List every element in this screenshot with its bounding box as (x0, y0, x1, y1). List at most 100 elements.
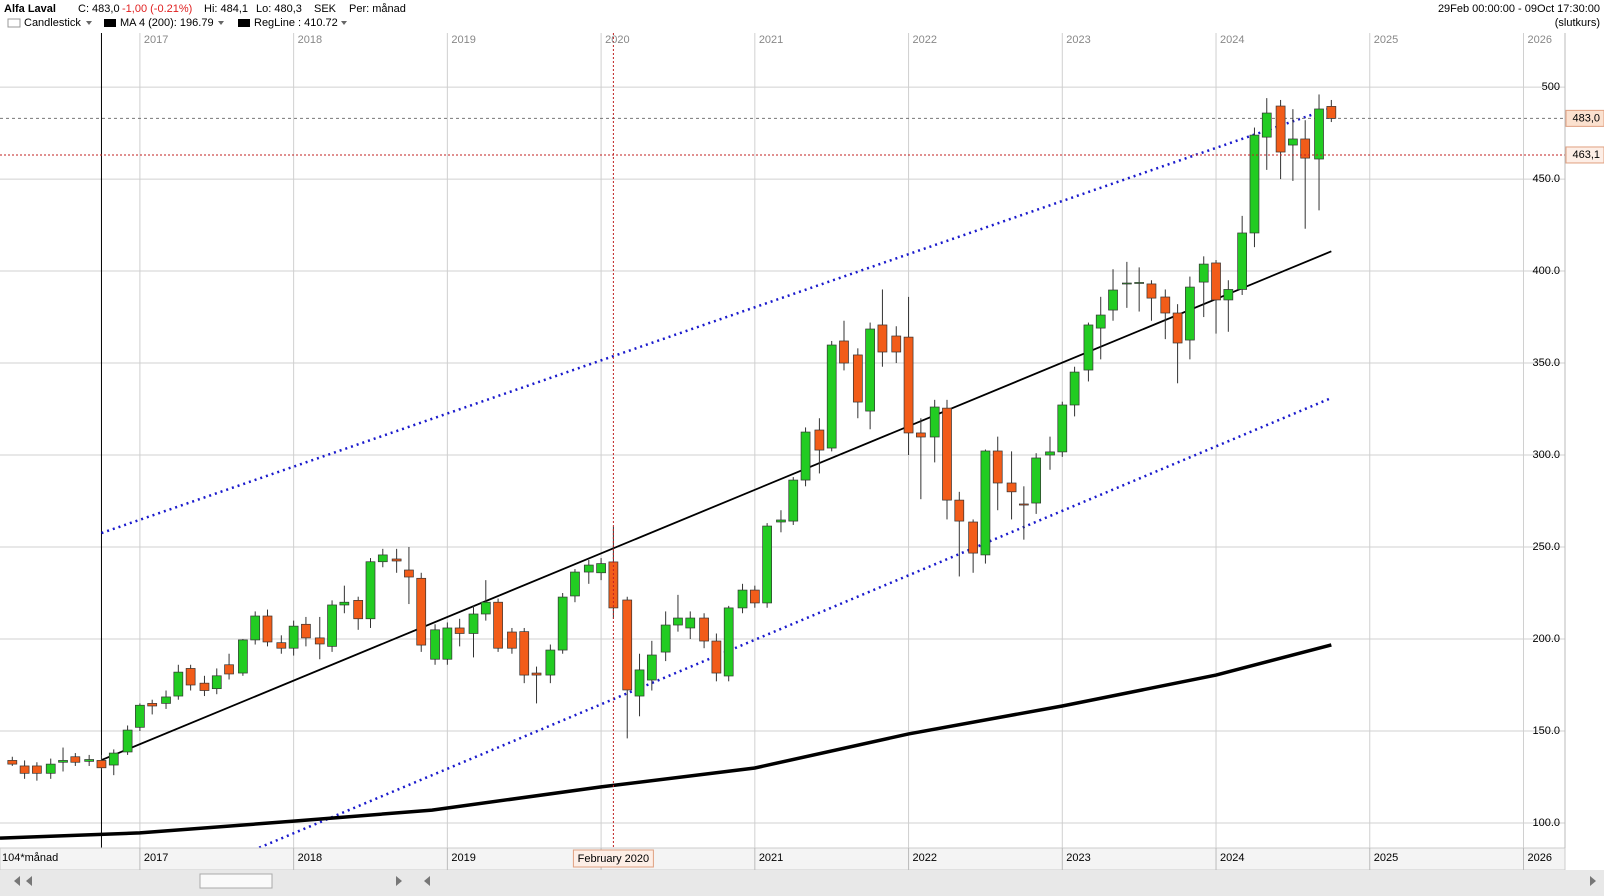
candle-body (1108, 289, 1118, 311)
candle-body (339, 601, 350, 606)
candle-body (404, 569, 414, 578)
candle-body (45, 763, 56, 774)
candle-body (622, 599, 633, 691)
dropdown-arrow[interactable] (218, 21, 224, 25)
candle-body (185, 668, 196, 686)
candle-body (276, 642, 287, 649)
legend-swatch (7, 18, 21, 28)
candle-body (301, 623, 311, 639)
x-tick-label: 2024 (1220, 34, 1244, 46)
candle-body (442, 627, 453, 660)
x-tick-label: 2022 (913, 852, 937, 864)
candle-body (660, 624, 671, 653)
y-tick-label: 300.0 (1532, 449, 1560, 461)
candle-body (238, 639, 248, 674)
candle-body (507, 631, 517, 649)
candle-body (1134, 282, 1145, 284)
low-value: Lo: 480,3 (256, 3, 302, 15)
candle-body (634, 669, 645, 697)
candle-body (800, 431, 811, 481)
x-tick-label: 2017 (144, 852, 168, 864)
change-value: -1,00 (-0.21%) (122, 3, 192, 15)
x-tick-label: 2019 (451, 852, 475, 864)
candle-body (353, 600, 364, 620)
candle-body (1095, 314, 1106, 329)
date-range: 29Feb 00:00:00 - 09Oct 17:30:00 (1438, 3, 1600, 15)
y-tick-label: 250.0 (1532, 541, 1560, 553)
candle-body (493, 601, 503, 649)
candle-body (852, 354, 863, 403)
legend-label[interactable]: RegLine : 410.72 (254, 17, 338, 29)
x-tick-label: 2020 (605, 34, 629, 46)
x-tick-label: 2018 (298, 34, 322, 46)
candle-body (1261, 112, 1272, 138)
scroll-thumb[interactable] (199, 873, 273, 889)
candle-body (749, 589, 760, 604)
candle-body (1211, 262, 1221, 301)
candle-body (1300, 138, 1311, 159)
candle-body (19, 765, 30, 774)
crosshair-x-tag (572, 849, 654, 868)
candle-body (531, 672, 542, 676)
dropdown-arrow[interactable] (86, 21, 92, 25)
regression-line (101, 250, 1332, 761)
x-tick-label: 2019 (451, 34, 475, 46)
period: Per: månad (349, 3, 406, 15)
close-value: C: 483,0 (78, 3, 120, 15)
legend-swatch (104, 19, 116, 27)
candle-body (250, 615, 261, 641)
candle-body (288, 625, 299, 649)
y-tick-label: 350.0 (1532, 357, 1560, 369)
candle-body (1122, 282, 1132, 285)
candle-body (711, 640, 722, 674)
candle-body (365, 561, 376, 620)
candle-body (70, 756, 81, 763)
crosshair-x-label: February 2020 (578, 853, 650, 865)
x-tick-label: 2021 (759, 34, 783, 46)
candle-body (826, 344, 837, 449)
dropdown-arrow[interactable] (341, 21, 347, 25)
candle-body (122, 729, 133, 753)
candle-body (96, 760, 107, 769)
channel-line (101, 106, 1332, 535)
candle-body (58, 760, 68, 763)
candle-body (762, 525, 772, 604)
candle-body (327, 604, 337, 647)
candle-body (1185, 286, 1195, 341)
candle-body (1019, 503, 1029, 506)
candle-body (262, 615, 273, 643)
candle-body (968, 521, 978, 554)
candle-body (814, 429, 825, 451)
candle-body (430, 629, 440, 660)
candle-body (557, 596, 568, 651)
candle-body (1006, 482, 1017, 493)
candle-body (135, 704, 145, 728)
legend-label[interactable]: Candlestick (24, 17, 81, 29)
y-tick-label: 150.0 (1532, 725, 1560, 737)
candle-body (723, 607, 734, 677)
candle-body (519, 631, 530, 676)
legend-label[interactable]: MA 4 (200): 196.79 (120, 17, 214, 29)
candle-body (942, 407, 952, 501)
candle-body (1146, 283, 1157, 299)
candle-body (377, 554, 388, 563)
candle-body (877, 324, 888, 353)
candle-body (545, 649, 556, 676)
candle-body (839, 340, 849, 364)
candle-body (7, 760, 18, 765)
candle-body (224, 664, 234, 675)
price-mode: (slutkurs) (1555, 17, 1600, 29)
candle-body (1045, 451, 1055, 456)
moving-average-line (0, 643, 1332, 840)
candle-body (416, 577, 427, 646)
candle-body (954, 499, 965, 522)
candle-body (737, 589, 748, 609)
x-tick-label: 2023 (1066, 852, 1090, 864)
x-tick-label: 2026 (1527, 852, 1551, 864)
crosshair-y-label: 463,1 (1572, 149, 1600, 161)
candle-body (699, 617, 709, 642)
candle-body (1314, 108, 1324, 160)
y-tick-label: 500 (1542, 81, 1560, 93)
candle-body (1057, 404, 1068, 453)
header-bar (0, 0, 1604, 32)
